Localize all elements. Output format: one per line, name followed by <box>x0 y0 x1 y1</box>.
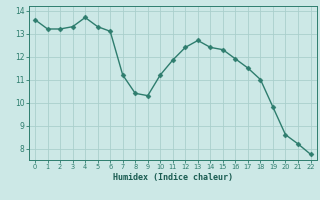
X-axis label: Humidex (Indice chaleur): Humidex (Indice chaleur) <box>113 173 233 182</box>
